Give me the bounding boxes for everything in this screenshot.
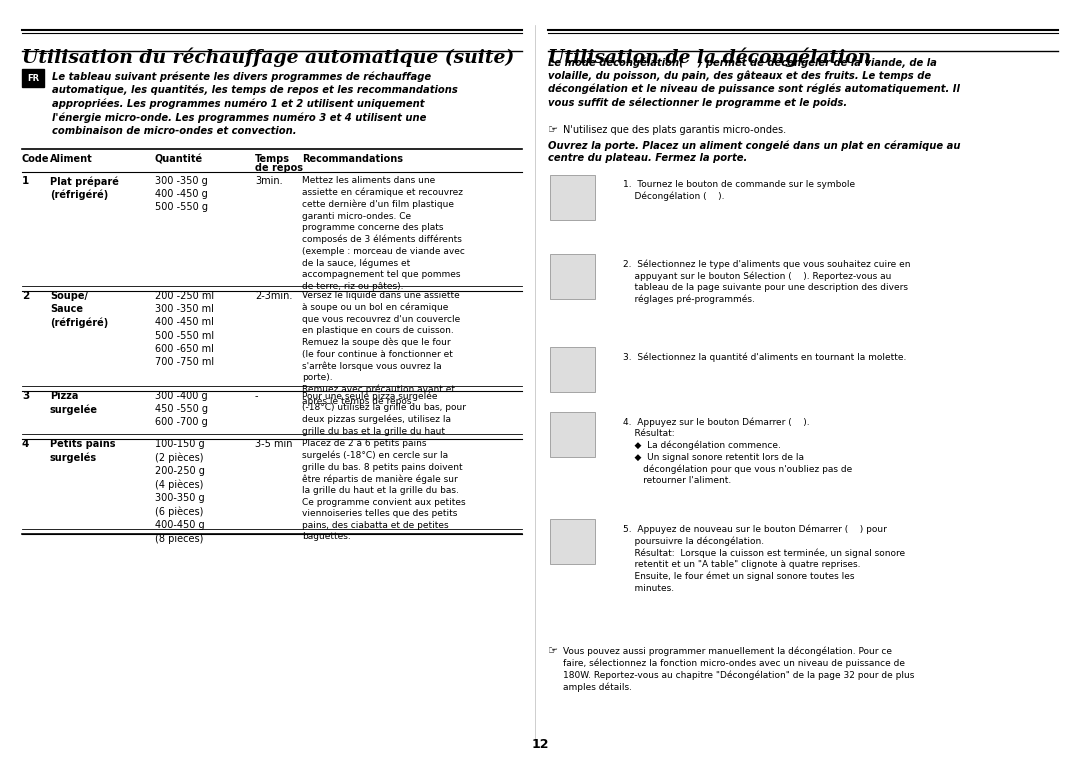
Text: 300 -400 g
450 -550 g
600 -700 g: 300 -400 g 450 -550 g 600 -700 g — [154, 391, 208, 427]
Text: Aliment: Aliment — [50, 154, 93, 164]
Text: de repos: de repos — [255, 163, 303, 173]
Text: Code: Code — [22, 154, 50, 164]
Text: Plat préparé
(réfrigéré): Plat préparé (réfrigéré) — [50, 176, 119, 201]
Text: 5.  Appuyez de nouveau sur le bouton Démarrer (    ) pour
    poursuivre la déco: 5. Appuyez de nouveau sur le bouton Déma… — [623, 524, 905, 593]
Text: Utilisation de la décongélation: Utilisation de la décongélation — [548, 47, 872, 66]
FancyBboxPatch shape — [550, 347, 595, 392]
Text: Mettez les aliments dans une
assiette en céramique et recouvrez
cette dernière d: Mettez les aliments dans une assiette en… — [302, 176, 464, 291]
Text: 200 -250 ml
300 -350 ml
400 -450 ml
500 -550 ml
600 -650 ml
700 -750 ml: 200 -250 ml 300 -350 ml 400 -450 ml 500 … — [154, 291, 214, 367]
Text: Vous pouvez aussi programmer manuellement la décongélation. Pour ce
faire, sélec: Vous pouvez aussi programmer manuellemen… — [563, 646, 915, 692]
Text: -: - — [255, 391, 258, 401]
Text: 1.  Tournez le bouton de commande sur le symbole
    Décongélation (    ).: 1. Tournez le bouton de commande sur le … — [623, 180, 855, 201]
Text: 3min.: 3min. — [255, 176, 283, 186]
Text: Le tableau suivant présente les divers programmes de réchauffage
automatique, le: Le tableau suivant présente les divers p… — [52, 71, 458, 137]
Text: ☞: ☞ — [548, 646, 558, 656]
Text: Pour une seule pizza surgelée
(-18°C) utilisez la grille du bas, pour
deux pizza: Pour une seule pizza surgelée (-18°C) ut… — [302, 391, 465, 436]
Text: Pizza
surgelée: Pizza surgelée — [50, 391, 98, 415]
Text: 2: 2 — [22, 291, 29, 301]
Text: 3-5 min: 3-5 min — [255, 439, 293, 449]
FancyBboxPatch shape — [550, 412, 595, 457]
Text: Placez de 2 à 6 petits pains
surgelés (-18°C) en cercle sur la
grille du bas. 8 : Placez de 2 à 6 petits pains surgelés (-… — [302, 439, 465, 541]
Text: Versez le liquide dans une assiette
à soupe ou un bol en céramique
que vous reco: Versez le liquide dans une assiette à so… — [302, 291, 460, 407]
Text: 2-3min.: 2-3min. — [255, 291, 293, 301]
Text: Petits pains
surgelés: Petits pains surgelés — [50, 439, 116, 463]
Text: 100-150 g
(2 pièces)
200-250 g
(4 pièces)
300-350 g
(6 pièces)
400-450 g
(8 pièc: 100-150 g (2 pièces) 200-250 g (4 pièces… — [154, 439, 205, 544]
FancyBboxPatch shape — [550, 254, 595, 299]
FancyBboxPatch shape — [550, 175, 595, 220]
Text: 4: 4 — [22, 439, 29, 449]
Text: 300 -350 g
400 -450 g
500 -550 g: 300 -350 g 400 -450 g 500 -550 g — [154, 176, 208, 212]
Text: 2.  Sélectionnez le type d'aliments que vous souhaitez cuire en
    appuyant sur: 2. Sélectionnez le type d'aliments que v… — [623, 259, 910, 304]
FancyBboxPatch shape — [550, 519, 595, 564]
Text: Soupe/
Sauce
(réfrigéré): Soupe/ Sauce (réfrigéré) — [50, 291, 108, 328]
Text: 12: 12 — [531, 738, 549, 751]
Text: N'utilisez que des plats garantis micro-ondes.: N'utilisez que des plats garantis micro-… — [563, 125, 786, 135]
Text: Utilisation du réchauffage automatique (suite): Utilisation du réchauffage automatique (… — [22, 47, 514, 66]
FancyBboxPatch shape — [22, 69, 44, 87]
Text: 3.  Sélectionnez la quantité d'aliments en tournant la molette.: 3. Sélectionnez la quantité d'aliments e… — [623, 352, 906, 362]
Text: 3: 3 — [22, 391, 29, 401]
Text: ☞: ☞ — [548, 125, 558, 135]
Text: Temps: Temps — [255, 154, 289, 164]
Text: FR: FR — [27, 73, 39, 82]
Text: Quantité: Quantité — [154, 154, 203, 164]
Text: Le mode décongélation(    ) permet de décongeler de la viande, de la
volaille, d: Le mode décongélation( ) permet de décon… — [548, 57, 960, 108]
Text: 4.  Appuyez sur le bouton Démarrer (    ).
    Résultat:
    ◆  La décongélation: 4. Appuyez sur le bouton Démarrer ( ). R… — [623, 417, 852, 485]
Text: Recommandations: Recommandations — [302, 154, 403, 164]
Text: 1: 1 — [22, 176, 29, 186]
Text: Ouvrez la porte. Placez un aliment congelé dans un plat en céramique au
centre d: Ouvrez la porte. Placez un aliment conge… — [548, 140, 960, 163]
